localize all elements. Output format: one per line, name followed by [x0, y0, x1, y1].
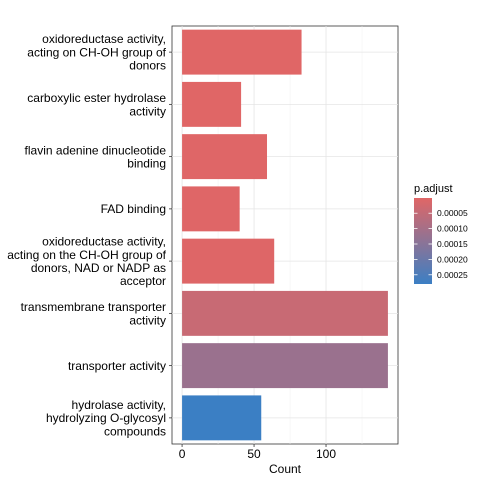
x-tick-label: 0 [179, 447, 186, 461]
legend-tick-label: 0.00005 [437, 208, 468, 218]
bar [182, 395, 262, 441]
legend-tick-label: 0.00010 [437, 224, 468, 234]
category-label: oxidoreductase activity, acting on CH-OH … [27, 32, 166, 72]
category-label: hydrolase activity, hydrolyzing O-glycosy… [46, 398, 166, 438]
bar [182, 29, 302, 75]
legend-tick-label: 0.00015 [437, 239, 468, 249]
category-labels: oxidoreductase activity, acting on CH-OH … [7, 32, 172, 438]
bar [182, 238, 275, 284]
x-axis: 0 50 100 [179, 444, 336, 461]
category-label: oxidoreductase activity, acting on the CH… [7, 235, 166, 289]
bar [182, 81, 242, 127]
category-label: transmembrane transporter activity [21, 300, 166, 327]
legend-tick-label: 0.00025 [437, 270, 468, 280]
legend-title: p.adjust [414, 183, 453, 195]
x-tick-label: 50 [247, 447, 261, 461]
category-label: transporter activity [68, 359, 166, 373]
legend: p.adjust 0.000050.000100.000150.000200.0… [414, 183, 468, 284]
legend-colorbar [414, 198, 432, 284]
category-label: FAD binding [101, 202, 166, 216]
bar [182, 186, 240, 232]
bars [182, 29, 388, 441]
category-label: flavin adenine dinucleotide binding [25, 143, 167, 170]
bar [182, 134, 268, 180]
category-label: carboxylic ester hydrolase activity [27, 91, 166, 118]
x-axis-label: Count [269, 462, 302, 476]
legend-tick-label: 0.00020 [437, 254, 468, 264]
legend-ticks: 0.00005 0.00010 0.00015 0.00020 0.00025 [414, 208, 468, 280]
x-tick-label: 100 [316, 447, 336, 461]
bar [182, 343, 388, 389]
bar [182, 290, 388, 336]
